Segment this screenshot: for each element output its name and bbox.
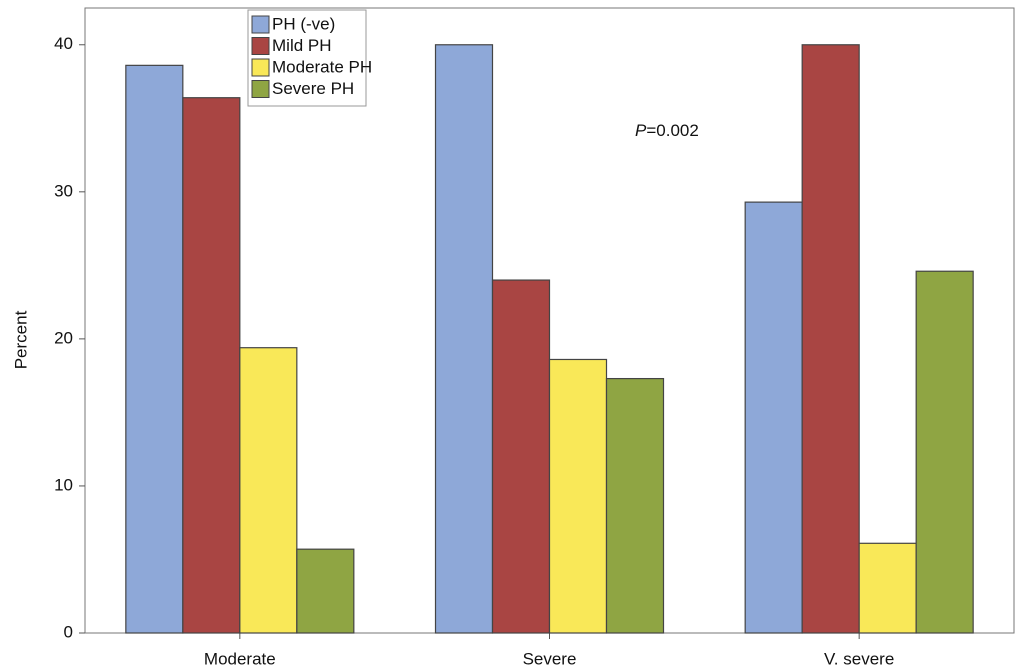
bar — [744, 201, 803, 634]
bar — [915, 270, 974, 634]
bar — [182, 97, 241, 634]
bar — [858, 542, 917, 634]
legend-label: Severe PH — [272, 79, 354, 98]
x-tick-label: V. severe — [824, 649, 894, 668]
legend-swatch — [251, 58, 270, 77]
x-tick-label: Moderate — [204, 649, 276, 668]
bar — [125, 64, 184, 634]
annotation: P=0.002 — [635, 121, 699, 140]
y-axis-label: Percent — [11, 310, 30, 369]
bar — [548, 358, 608, 634]
y-tick-label: 10 — [54, 475, 73, 494]
x-tick-label: Severe — [523, 649, 577, 668]
legend-swatch — [251, 37, 270, 55]
bar — [801, 44, 860, 634]
bar — [491, 279, 551, 634]
y-tick-label: 20 — [54, 328, 73, 347]
bar — [434, 44, 494, 634]
bar — [296, 548, 355, 634]
y-tick-label: 30 — [54, 181, 73, 200]
legend-swatch — [251, 15, 270, 34]
legend-label: PH (-ve) — [272, 14, 335, 33]
legend-label: Mild PH — [272, 36, 332, 55]
legend-label: Moderate PH — [272, 57, 372, 76]
y-tick-label: 0 — [64, 622, 73, 641]
annotation-italic: P — [635, 121, 647, 140]
annotation-rest: =0.002 — [646, 121, 698, 140]
bar — [605, 377, 665, 634]
legend-swatch — [251, 80, 270, 98]
bar — [239, 347, 298, 634]
y-tick-label: 40 — [54, 34, 73, 53]
